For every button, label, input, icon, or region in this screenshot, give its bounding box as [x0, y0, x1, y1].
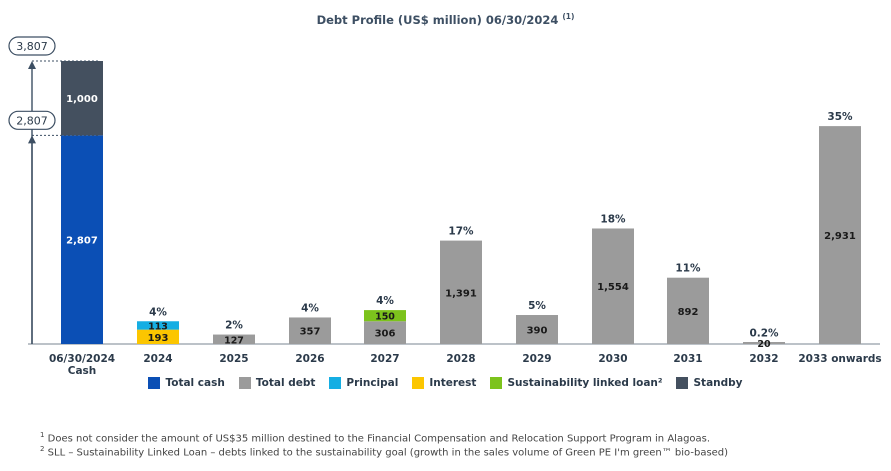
tick-label-8: 2031 — [673, 353, 702, 365]
legend-swatch-interest — [412, 377, 425, 389]
value-label-principal-1: 113 — [148, 321, 168, 332]
value-label-sll-4: 150 — [375, 312, 395, 323]
bar-total_debt-7 — [592, 228, 634, 344]
legend-swatch-sll — [490, 377, 503, 389]
percent-label-5: 17% — [448, 226, 474, 238]
legend-item-total-cash: Total cash — [148, 377, 225, 389]
tick-label-6: 2029 — [522, 353, 551, 365]
percent-label-6: 5% — [528, 300, 546, 312]
percent-label-2: 2% — [225, 320, 243, 332]
tick-label-1: 2024 — [143, 353, 172, 365]
tick-label-5: 2028 — [446, 353, 475, 365]
tick-label-10: 2033 onwards — [798, 353, 881, 365]
tick-label-3: 2026 — [295, 353, 324, 365]
marker-bubble-0 — [8, 36, 56, 56]
bar-total_debt-8 — [667, 277, 709, 344]
bar-total_debt-4 — [364, 321, 406, 344]
legend-item-standby: Standby — [676, 377, 743, 389]
value-label-standby-0: 1,000 — [66, 94, 98, 105]
value-label-total_debt-2: 127 — [224, 335, 244, 346]
bar-total_cash-0 — [61, 135, 103, 344]
bar-principal-1 — [137, 321, 179, 330]
legend-swatch-total-cash — [148, 377, 161, 389]
legend-swatch-principal — [329, 377, 342, 389]
bar-total_debt-3 — [289, 317, 331, 344]
bar-standby-0 — [61, 61, 103, 136]
marker-bubble-1 — [8, 110, 56, 130]
value-label-total_debt-10: 2,931 — [824, 231, 856, 242]
bar-total_debt-9 — [743, 342, 785, 344]
legend-item-sll: Sustainability linked loan² — [490, 377, 662, 389]
bar-total_debt-10 — [819, 126, 861, 344]
tick-label-0-line2: Cash — [68, 365, 97, 377]
value-label-total_debt-8: 892 — [678, 307, 699, 318]
percent-label-1: 4% — [149, 306, 167, 318]
marker-label-0: 3,807 — [16, 40, 48, 53]
footnote-1: 1 Does not consider the amount of US$35 … — [40, 431, 711, 445]
percent-label-8: 11% — [675, 263, 701, 275]
value-label-total_cash-0: 2,807 — [66, 236, 98, 247]
value-label-interest-1: 193 — [148, 333, 169, 344]
value-label-total_debt-9: 20 — [757, 339, 771, 350]
legend-item-total-debt: Total debt — [238, 377, 315, 389]
value-label-total_debt-5: 1,391 — [445, 288, 477, 299]
percent-label-4: 4% — [376, 295, 394, 307]
tick-label-9: 2032 — [749, 353, 778, 365]
legend-swatch-total-debt — [238, 377, 251, 389]
tick-label-7: 2030 — [598, 353, 627, 365]
bar-interest-1 — [137, 329, 179, 344]
legend-item-interest: Interest — [412, 377, 476, 389]
legend-swatch-standby — [676, 377, 689, 389]
value-label-total_debt-3: 357 — [300, 327, 321, 338]
percent-label-7: 18% — [600, 213, 626, 225]
tick-label-4: 2027 — [370, 353, 399, 365]
bar-sll-4 — [364, 310, 406, 322]
marker-label-1: 2,807 — [16, 114, 48, 127]
tick-label-0: 06/30/2024 — [49, 353, 115, 365]
tick-label-2: 2025 — [219, 353, 248, 365]
bar-total_debt-5 — [440, 240, 482, 344]
axis-arrow-0-head — [28, 61, 36, 69]
percent-label-10: 35% — [827, 111, 853, 123]
chart-legend: Total cash Total debt Principal Interest… — [0, 377, 891, 389]
axis-arrow-1-head — [28, 135, 36, 144]
percent-label-3: 4% — [301, 302, 319, 314]
bar-total_debt-2 — [213, 334, 255, 344]
bar-total_debt-6 — [516, 315, 558, 344]
value-label-total_debt-6: 390 — [527, 326, 548, 337]
footnote-2: 2 SLL – Sustainability Linked Loan – deb… — [40, 445, 729, 459]
chart-title: Debt Profile (US$ million) 06/30/2024 (1… — [316, 12, 575, 27]
percent-label-9: 0.2% — [749, 328, 779, 340]
legend-item-principal: Principal — [329, 377, 398, 389]
value-label-total_debt-7: 1,554 — [597, 282, 629, 293]
value-label-total_debt-4: 306 — [375, 329, 396, 340]
